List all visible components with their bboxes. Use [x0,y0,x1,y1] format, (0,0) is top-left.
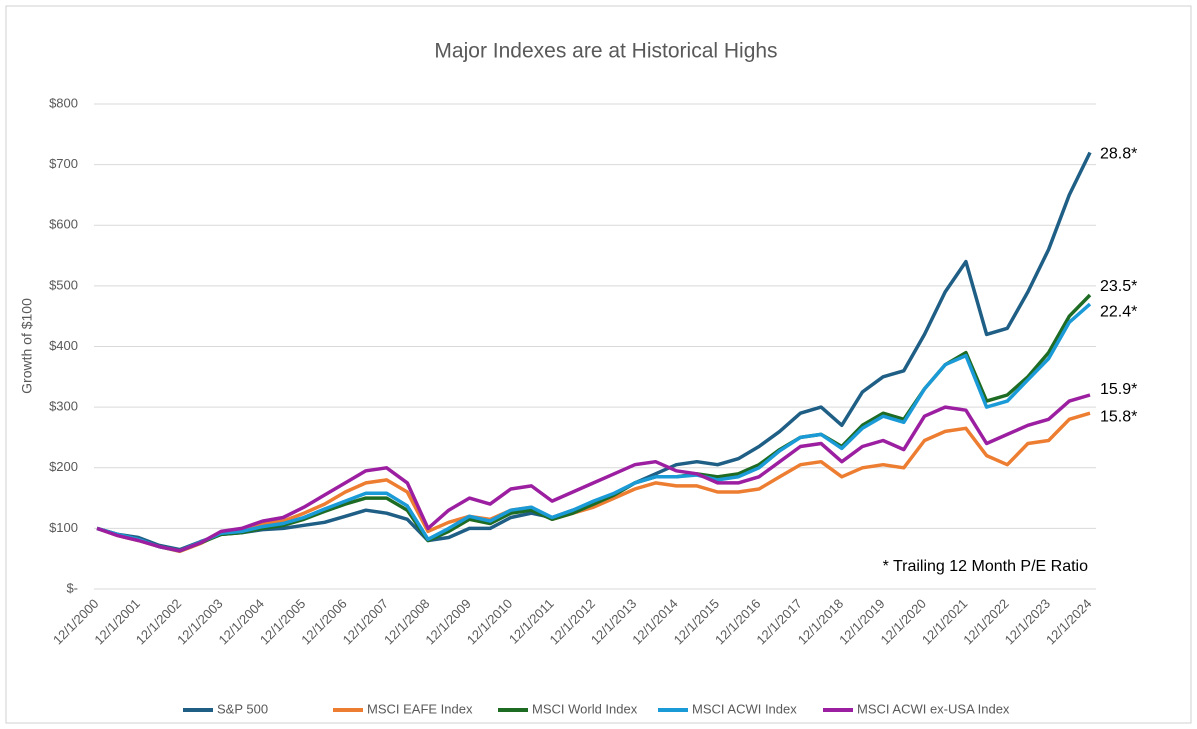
legend-label: MSCI EAFE Index [367,701,473,716]
legend-label: MSCI World Index [532,701,638,716]
legend-label: S&P 500 [217,701,268,716]
y-tick-label: $700 [49,156,78,171]
series-line [96,393,1091,553]
y-tick-label: $500 [49,277,78,292]
end-label: 22.4* [1100,303,1137,320]
y-tick-label: $300 [49,399,78,414]
end-label: 15.8* [1100,408,1137,425]
y-tick-label: $- [66,580,78,595]
y-tick-label: $600 [49,217,78,232]
y-tick-label: $400 [49,338,78,353]
chart-title: Major Indexes are at Historical Highs [434,40,777,63]
y-tick-label: $100 [49,520,78,535]
series-line [96,302,1092,553]
end-label: 23.5* [1100,278,1137,295]
legend-label: MSCI ACWI Index [692,701,797,716]
end-label: 28.8* [1100,146,1137,163]
chart-frame [5,5,1192,724]
legend-label: MSCI ACWI ex-USA Index [857,701,1010,716]
series-line [96,411,1091,554]
y-tick-label: $200 [49,459,78,474]
annotation: * Trailing 12 Month P/E Ratio [883,558,1089,575]
y-tick-label: $800 [49,95,78,110]
end-label: 15.9* [1100,381,1137,398]
y-axis-label: Growth of $100 [19,298,35,394]
